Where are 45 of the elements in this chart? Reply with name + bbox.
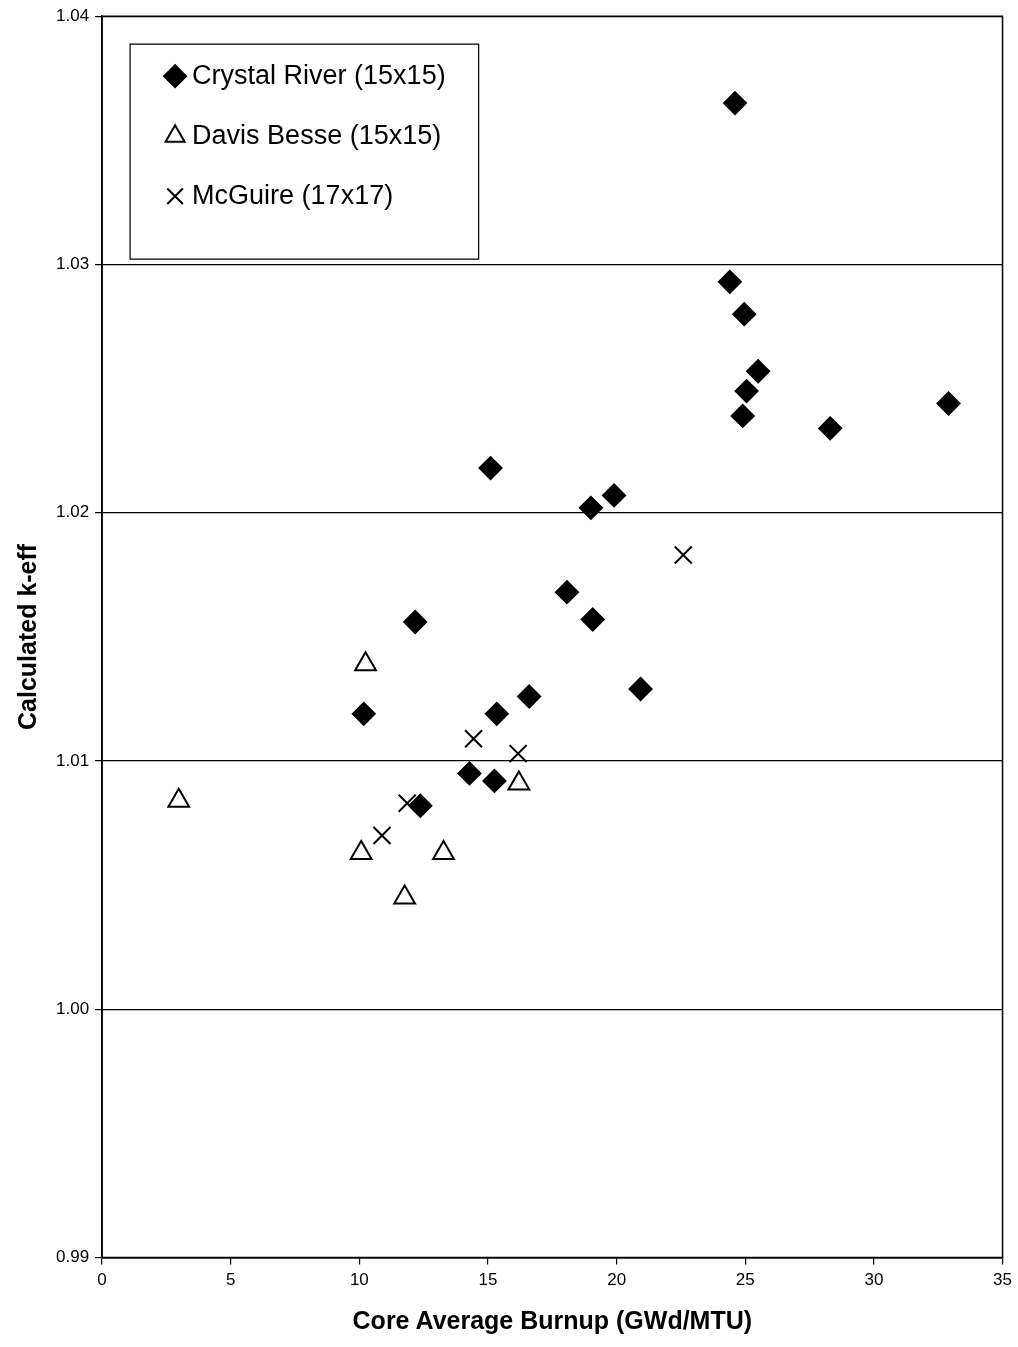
point xyxy=(554,580,579,605)
x-tick-label: 20 xyxy=(607,1270,627,1290)
point xyxy=(578,495,603,520)
y-tick-label: 0.99 xyxy=(55,1247,90,1267)
point xyxy=(717,269,742,294)
point xyxy=(936,391,961,416)
point xyxy=(580,607,605,632)
point xyxy=(628,677,653,702)
point xyxy=(602,483,627,508)
x-tick-label: 15 xyxy=(478,1270,498,1290)
y-axis-title: Calculated k-eff xyxy=(12,543,41,730)
point xyxy=(484,701,509,726)
point xyxy=(730,403,755,428)
point xyxy=(746,359,771,384)
point xyxy=(722,91,747,116)
legend-label: Davis Besse (15x15) xyxy=(192,119,442,150)
point xyxy=(517,684,542,709)
y-tick-label: 1.02 xyxy=(55,502,90,522)
x-tick-label: 0 xyxy=(97,1270,107,1290)
y-tick-label: 1.03 xyxy=(55,254,90,274)
point xyxy=(673,545,693,565)
point xyxy=(508,744,528,764)
point xyxy=(482,768,507,793)
point xyxy=(457,761,482,786)
x-tick-label: 25 xyxy=(735,1270,755,1290)
point xyxy=(464,729,484,749)
x-tick-label: 30 xyxy=(864,1270,884,1290)
point xyxy=(372,826,392,846)
point xyxy=(734,379,759,404)
point xyxy=(478,456,503,481)
point xyxy=(732,302,757,327)
x-tick-label: 35 xyxy=(993,1270,1013,1290)
y-tick-label: 1.04 xyxy=(55,5,90,25)
point xyxy=(351,701,376,726)
point xyxy=(403,610,428,634)
x-axis-title: Core Average Burnup (GWd/MTU) xyxy=(352,1305,753,1334)
x-tick-label: 5 xyxy=(225,1270,236,1290)
point xyxy=(397,793,417,813)
point xyxy=(818,416,843,441)
y-tick-label: 1.01 xyxy=(55,750,90,770)
legend-label: Crystal River (15x15) xyxy=(192,59,446,90)
x-tick-label: 10 xyxy=(349,1270,369,1290)
y-tick-label: 1.00 xyxy=(55,999,90,1019)
point xyxy=(408,793,433,818)
legend-label: McGuire (17x17) xyxy=(192,179,394,210)
